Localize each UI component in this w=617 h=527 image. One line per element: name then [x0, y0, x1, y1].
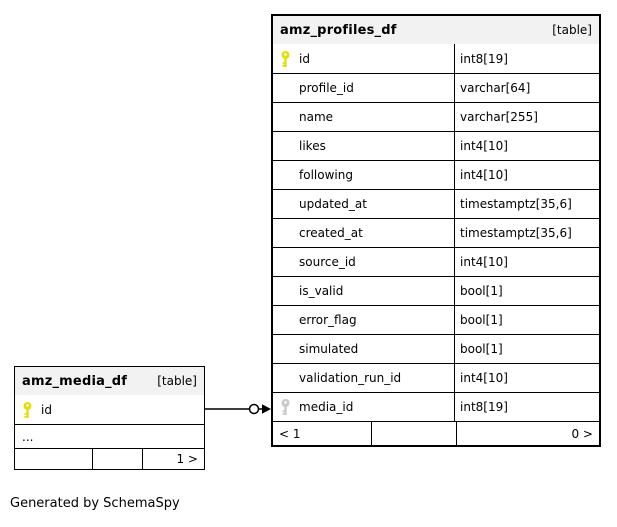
- column-name: name: [299, 110, 334, 124]
- relationship-count-footer: < 1 0 >: [273, 421, 599, 445]
- primary-key-icon: [23, 401, 32, 418]
- column-name: likes: [299, 139, 326, 153]
- column-type: bool[1]: [454, 335, 599, 363]
- table-title[interactable]: amz_profiles_df: [280, 22, 397, 38]
- footer-parents-count: [15, 449, 93, 469]
- column-type: int4[10]: [454, 132, 599, 160]
- footer-children-count: 0 >: [571, 426, 593, 441]
- table-node-amz-media-df: amz_media_df [table] id ... 1 >: [14, 366, 205, 470]
- footer-parents-count: < 1: [273, 422, 372, 445]
- column-name: following: [299, 168, 353, 182]
- column-name: is_valid: [299, 284, 344, 298]
- table-header: amz_profiles_df [table]: [273, 16, 599, 44]
- column-row-profile-id: profile_id varchar[64]: [273, 73, 599, 102]
- column-type: int8[19]: [454, 393, 599, 421]
- column-row-media-id: media_id int8[19]: [273, 392, 599, 421]
- fk-relationship-connector: [205, 403, 271, 415]
- column-row-validation-run-id: validation_run_id int4[10]: [273, 363, 599, 392]
- column-name: error_flag: [299, 313, 357, 327]
- column-row-error-flag: error_flag bool[1]: [273, 305, 599, 334]
- footer-middle-cell: [372, 422, 457, 445]
- primary-key-icon: [281, 50, 290, 67]
- table-type-tag: [table]: [157, 374, 197, 388]
- arrowhead-marker: [262, 404, 271, 414]
- column-type: timestamptz[35,6]: [454, 219, 599, 247]
- column-row-updated-at: updated_at timestamptz[35,6]: [273, 189, 599, 218]
- footer-middle-cell: [93, 449, 143, 469]
- table-title[interactable]: amz_media_df: [22, 373, 128, 389]
- column-row-following: following int4[10]: [273, 160, 599, 189]
- column-name: profile_id: [299, 81, 354, 95]
- column-type: timestamptz[35,6]: [454, 190, 599, 218]
- column-type: varchar[255]: [454, 103, 599, 131]
- elided-columns-ellipsis: ...: [22, 429, 34, 444]
- column-type: int4[10]: [454, 364, 599, 392]
- column-name: updated_at: [299, 197, 367, 211]
- table-header: amz_media_df [table]: [15, 367, 204, 395]
- column-type: bool[1]: [454, 277, 599, 305]
- foreign-key-icon: [281, 399, 290, 415]
- column-row-id: id: [15, 395, 204, 424]
- column-name: id: [41, 402, 52, 417]
- generator-caption: Generated by SchemaSpy: [10, 496, 180, 511]
- zero-or-one-circle-marker: [248, 403, 260, 415]
- elided-columns-row: ...: [15, 424, 204, 448]
- column-row-simulated: simulated bool[1]: [273, 334, 599, 363]
- column-name: source_id: [299, 255, 356, 269]
- footer-children-count: 1 >: [176, 452, 198, 466]
- column-name: validation_run_id: [299, 371, 402, 385]
- column-type: bool[1]: [454, 306, 599, 334]
- column-name: simulated: [299, 342, 359, 356]
- column-type: varchar[64]: [454, 74, 599, 102]
- column-type: int4[10]: [454, 161, 599, 189]
- column-row-name: name varchar[255]: [273, 102, 599, 131]
- column-type: int4[10]: [454, 248, 599, 276]
- column-row-source-id: source_id int4[10]: [273, 247, 599, 276]
- relationship-count-footer: 1 >: [15, 448, 204, 469]
- column-row-is-valid: is_valid bool[1]: [273, 276, 599, 305]
- table-node-amz-profiles-df: amz_profiles_df [table] id int8[19] prof…: [271, 14, 601, 447]
- column-row-id: id int8[19]: [273, 44, 599, 73]
- column-type: int8[19]: [454, 44, 599, 73]
- column-name: created_at: [299, 226, 363, 240]
- column-name: media_id: [299, 400, 354, 414]
- table-type-tag: [table]: [552, 23, 592, 37]
- column-row-likes: likes int4[10]: [273, 131, 599, 160]
- column-name: id: [299, 51, 310, 66]
- column-row-created-at: created_at timestamptz[35,6]: [273, 218, 599, 247]
